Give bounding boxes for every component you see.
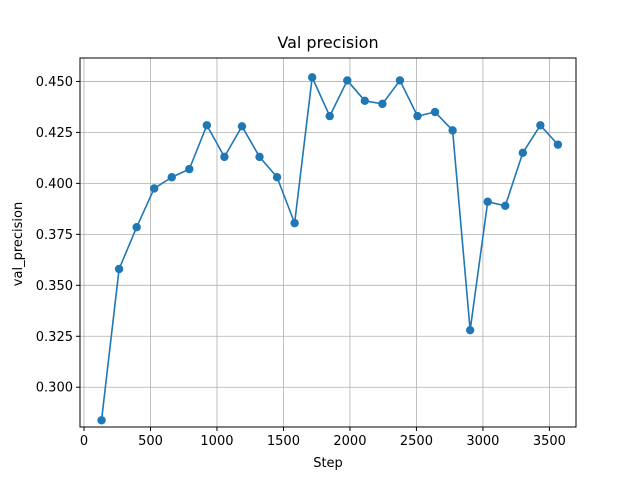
data-point	[272, 173, 282, 182]
x-tick-label: 1500	[267, 434, 300, 449]
y-tick-label: 0.425	[36, 126, 73, 141]
data-point	[237, 122, 247, 131]
x-tick-label: 3000	[466, 434, 499, 449]
data-point	[307, 73, 317, 82]
data-point	[360, 96, 370, 106]
y-tick-label: 0.400	[36, 177, 73, 192]
x-tick-label: 1000	[200, 434, 233, 449]
data-point	[430, 107, 440, 117]
data-point	[536, 121, 545, 130]
data-point	[290, 218, 299, 228]
data-point	[150, 184, 159, 193]
data-point	[255, 152, 264, 162]
x-tick-label: 2000	[333, 434, 366, 449]
data-point	[395, 76, 405, 85]
x-axis-ticks: 0 500 1000 1500 2000 2500 3000 3500	[80, 427, 566, 449]
plot-frame	[79, 57, 577, 428]
data-points	[97, 73, 563, 425]
y-tick-label: 0.325	[36, 330, 73, 345]
data-point	[501, 201, 510, 211]
data-point	[343, 76, 352, 85]
data-point	[378, 99, 387, 109]
data-point	[202, 121, 212, 130]
x-tick-label: 3500	[533, 434, 566, 449]
y-tick-label: 0.450	[36, 75, 73, 90]
data-point	[185, 164, 194, 174]
data-point	[167, 173, 176, 182]
data-point	[413, 111, 422, 121]
data-point	[483, 197, 492, 206]
chart-title: Val precision	[277, 33, 378, 52]
y-tick-label: 0.350	[36, 279, 73, 294]
data-point	[114, 264, 124, 274]
data-point	[325, 111, 334, 121]
data-point	[465, 325, 475, 335]
y-axis-label: val_precision	[11, 202, 26, 286]
data-point	[553, 140, 563, 149]
data-point	[220, 152, 229, 162]
data-point	[448, 126, 457, 135]
x-axis-label: Step	[313, 456, 343, 471]
y-axis-ticks: 0.300 0.325 0.350 0.375 0.400 0.425 0.450	[36, 75, 80, 396]
data-point	[132, 223, 141, 232]
x-tick-label: 2500	[400, 434, 433, 449]
y-tick-label: 0.300	[36, 381, 73, 396]
data-point	[518, 148, 528, 157]
x-tick-label: 0	[80, 434, 88, 449]
y-tick-label: 0.375	[36, 228, 73, 243]
data-point	[97, 416, 106, 425]
x-tick-label: 500	[138, 434, 163, 449]
